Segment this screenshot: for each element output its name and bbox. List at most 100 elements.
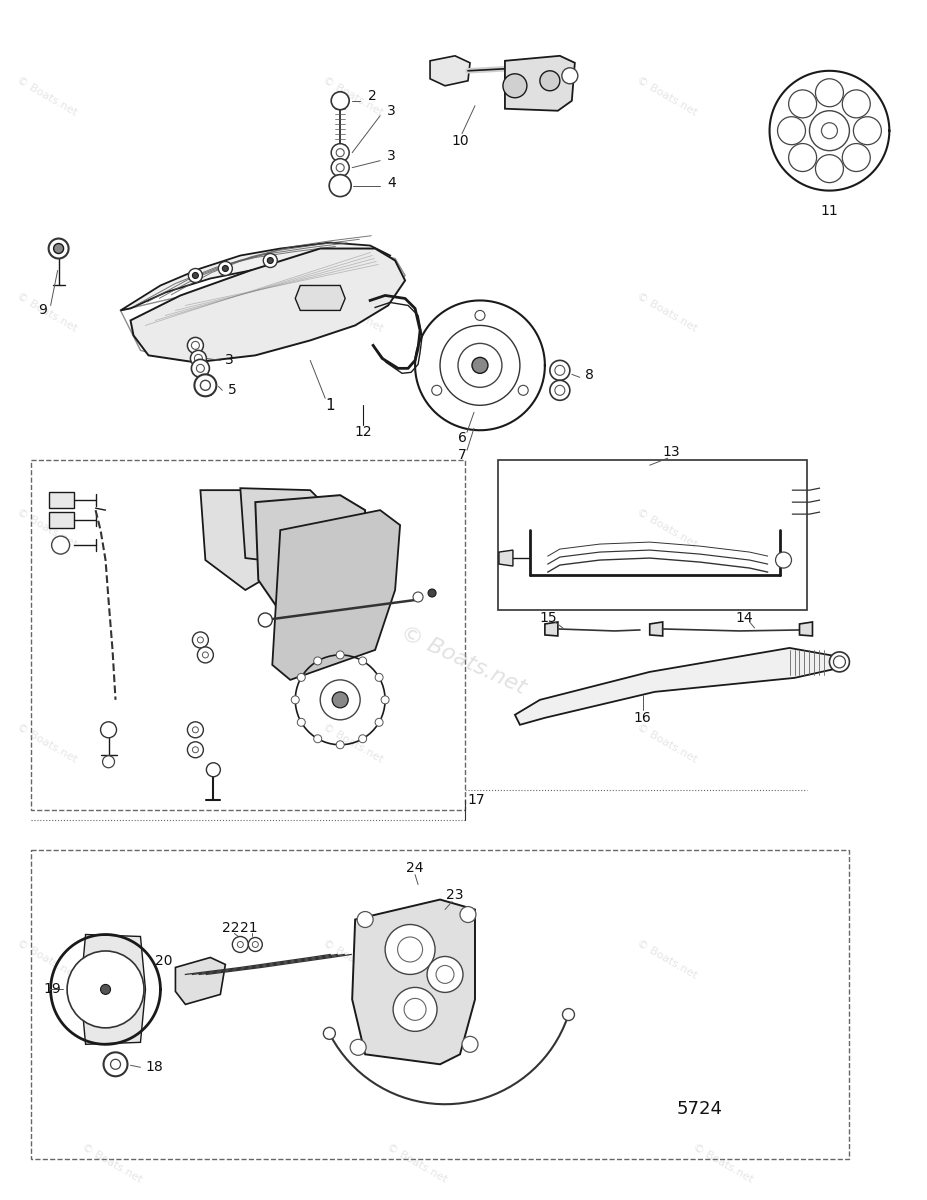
Circle shape — [427, 956, 463, 992]
Circle shape — [202, 652, 209, 658]
Circle shape — [100, 722, 117, 738]
Text: 21: 21 — [239, 920, 257, 935]
Text: 11: 11 — [820, 204, 838, 217]
Text: 8: 8 — [585, 368, 593, 383]
Circle shape — [357, 912, 374, 928]
Circle shape — [197, 637, 203, 643]
Circle shape — [103, 756, 115, 768]
Circle shape — [320, 680, 361, 720]
Text: 20: 20 — [155, 954, 172, 968]
Circle shape — [104, 1052, 128, 1076]
Text: 3: 3 — [225, 353, 235, 367]
Text: © Boats.net: © Boats.net — [321, 292, 385, 334]
Circle shape — [324, 1027, 336, 1039]
Circle shape — [436, 966, 454, 984]
Circle shape — [191, 341, 199, 349]
Circle shape — [375, 719, 383, 726]
Circle shape — [193, 746, 198, 752]
Circle shape — [854, 116, 882, 145]
Circle shape — [332, 692, 349, 708]
Circle shape — [809, 110, 849, 151]
Text: 10: 10 — [451, 133, 469, 148]
Text: 22: 22 — [222, 920, 239, 935]
Text: © Boats.net: © Boats.net — [15, 506, 79, 550]
Text: 1: 1 — [325, 397, 335, 413]
Circle shape — [195, 354, 202, 362]
Circle shape — [843, 90, 870, 118]
Circle shape — [462, 1037, 478, 1052]
Text: © Boats.net: © Boats.net — [691, 1142, 755, 1184]
Text: © Boats.net: © Boats.net — [15, 722, 79, 766]
Circle shape — [393, 988, 437, 1031]
Circle shape — [67, 950, 144, 1028]
Text: 4: 4 — [387, 175, 396, 190]
Circle shape — [413, 592, 423, 602]
Circle shape — [219, 262, 233, 276]
Circle shape — [337, 149, 344, 157]
Circle shape — [187, 742, 203, 757]
Circle shape — [193, 272, 198, 278]
Circle shape — [331, 158, 349, 176]
Circle shape — [313, 734, 322, 743]
Circle shape — [248, 937, 262, 952]
Circle shape — [830, 652, 849, 672]
Circle shape — [398, 937, 423, 962]
Circle shape — [195, 374, 216, 396]
Circle shape — [197, 647, 213, 662]
Polygon shape — [514, 648, 840, 725]
Circle shape — [563, 1008, 575, 1020]
Circle shape — [233, 936, 248, 953]
Polygon shape — [650, 622, 663, 636]
Circle shape — [187, 722, 203, 738]
Circle shape — [503, 73, 527, 97]
Circle shape — [562, 67, 578, 84]
Circle shape — [337, 163, 344, 172]
Bar — [31, 850, 849, 1159]
Polygon shape — [200, 490, 268, 590]
Circle shape — [197, 365, 204, 372]
Text: 18: 18 — [146, 1061, 163, 1074]
Polygon shape — [296, 286, 345, 311]
Circle shape — [331, 91, 349, 109]
Polygon shape — [545, 622, 558, 636]
Circle shape — [550, 360, 570, 380]
Polygon shape — [499, 550, 513, 566]
Bar — [31, 461, 465, 810]
Circle shape — [789, 144, 817, 172]
Text: © Boats.net: © Boats.net — [321, 506, 385, 550]
Text: 17: 17 — [467, 793, 485, 806]
Text: © Boats.net: © Boats.net — [80, 1142, 144, 1184]
Circle shape — [359, 734, 367, 743]
Text: 24: 24 — [406, 860, 424, 875]
Polygon shape — [273, 510, 400, 680]
Polygon shape — [240, 488, 325, 565]
Text: 13: 13 — [663, 445, 680, 460]
Circle shape — [298, 673, 305, 682]
Text: 14: 14 — [736, 611, 754, 625]
Text: © Boats.net: © Boats.net — [321, 938, 385, 980]
Circle shape — [329, 175, 351, 197]
Polygon shape — [255, 496, 365, 612]
Bar — [48, 492, 73, 508]
Text: © Boats.net: © Boats.net — [635, 292, 699, 334]
Circle shape — [187, 337, 203, 353]
Circle shape — [263, 253, 277, 268]
Circle shape — [550, 380, 570, 401]
Text: 7: 7 — [458, 449, 466, 462]
Circle shape — [776, 552, 792, 568]
Circle shape — [472, 358, 488, 373]
Text: 23: 23 — [446, 888, 464, 901]
Circle shape — [540, 71, 560, 91]
Circle shape — [555, 385, 565, 395]
Circle shape — [458, 343, 502, 388]
Text: 9: 9 — [38, 304, 47, 318]
Circle shape — [833, 656, 845, 668]
Circle shape — [313, 656, 322, 665]
Circle shape — [789, 90, 817, 118]
Bar — [48, 512, 73, 528]
Circle shape — [404, 998, 426, 1020]
Circle shape — [191, 359, 210, 377]
Circle shape — [110, 1060, 121, 1069]
Circle shape — [207, 763, 221, 776]
Circle shape — [237, 942, 243, 948]
